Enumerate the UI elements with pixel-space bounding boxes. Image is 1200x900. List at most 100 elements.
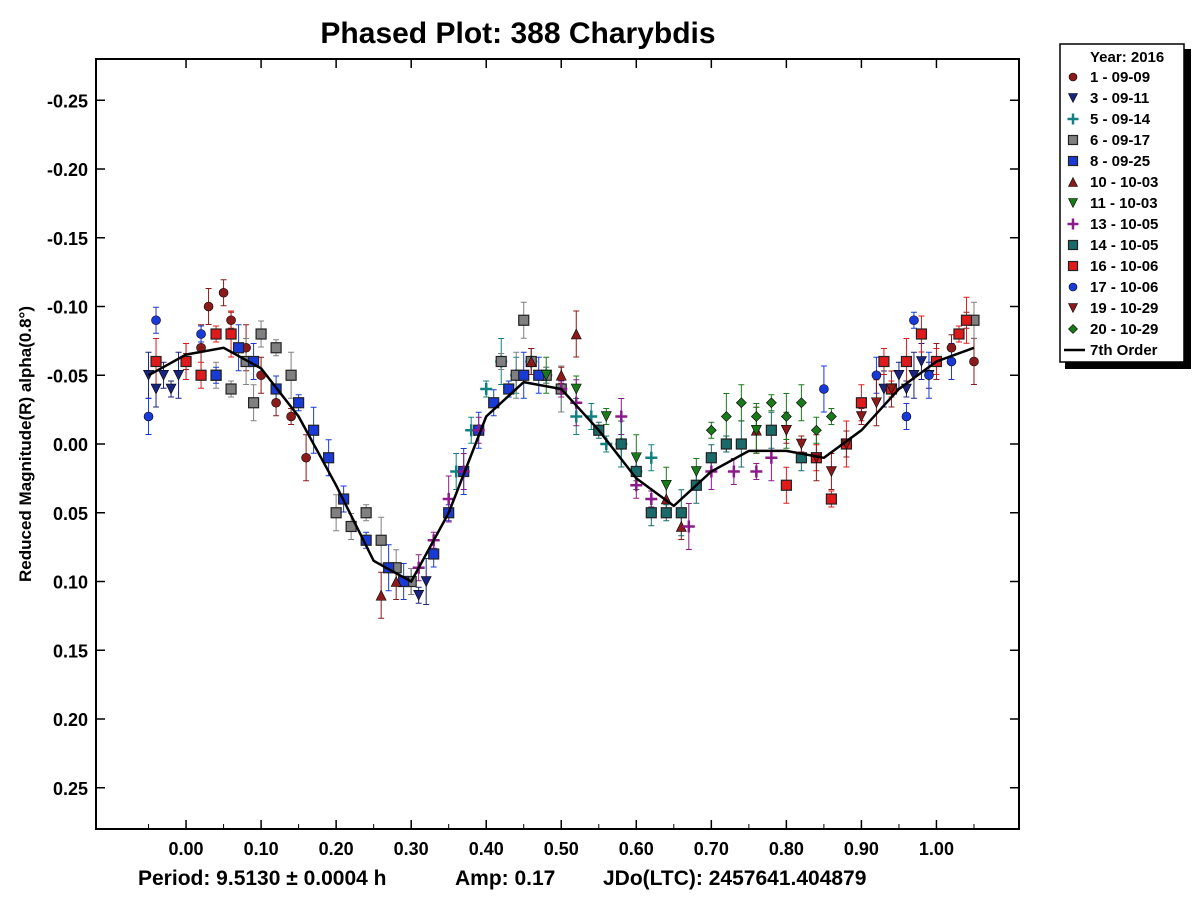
data-point (720, 411, 732, 422)
data-point (1068, 72, 1078, 82)
legend-entry: 19 - 10-29 (1090, 300, 1158, 317)
data-point (720, 438, 732, 450)
data-point (909, 315, 919, 326)
data-point (323, 452, 335, 464)
data-point (645, 451, 658, 464)
data-point (690, 466, 702, 478)
data-point (765, 397, 777, 409)
x-tick-label: 0.30 (394, 839, 429, 859)
footer-amp: Amp: 0.17 (455, 867, 555, 890)
data-point (878, 355, 890, 368)
data-point (893, 369, 905, 381)
data-point (518, 314, 530, 326)
legend-entry: 8 - 09-25 (1090, 153, 1150, 170)
data-point (158, 369, 170, 381)
data-point (915, 356, 927, 368)
data-point (428, 548, 440, 560)
data-point (682, 520, 695, 533)
data-point (390, 575, 402, 587)
data-point (960, 314, 973, 326)
data-point (1067, 113, 1079, 125)
data-point (480, 383, 493, 395)
data-point (375, 589, 387, 601)
data-point (705, 452, 717, 464)
data-point (203, 301, 214, 312)
data-point (570, 328, 582, 340)
x-tick-label: 0.00 (169, 839, 204, 859)
data-point (150, 355, 162, 368)
data-point (503, 383, 515, 395)
data-point (180, 355, 192, 368)
footer-period: Period: 9.5130 ± 0.0004 h (138, 867, 387, 890)
data-point (413, 589, 425, 601)
data-point (900, 355, 913, 368)
y-tick-label: 0.15 (53, 641, 88, 661)
data-point (173, 369, 185, 381)
data-point (765, 451, 778, 464)
data-point (901, 411, 912, 422)
x-tick-label: 0.90 (844, 839, 879, 859)
data-point (660, 507, 672, 519)
data-point (1068, 93, 1078, 104)
data-point (630, 479, 643, 492)
data-point (780, 479, 792, 491)
x-tick-label: 0.60 (619, 839, 654, 859)
data-point (555, 369, 567, 381)
data-point (1067, 218, 1079, 230)
data-point (765, 424, 777, 436)
data-point (165, 383, 177, 395)
data-point (645, 507, 657, 519)
x-tick-label: 0.70 (694, 839, 729, 859)
data-point (825, 466, 837, 478)
data-point (570, 383, 582, 395)
data-point (870, 397, 882, 409)
data-point (819, 384, 829, 394)
data-point (735, 438, 747, 450)
y-tick-label: -0.25 (47, 91, 88, 111)
data-point (1068, 324, 1078, 334)
x-tick-label: 0.80 (769, 839, 804, 859)
data-point (1067, 239, 1079, 251)
y-tick-label: 0.25 (53, 779, 88, 799)
chart-title: Phased Plot: 388 Charybdis (320, 17, 715, 50)
legend: Year: 2016 1 - 09-09 3 - 09-11 5 - 09-14 6 … (1059, 43, 1191, 369)
data-point (675, 507, 687, 519)
legend-entry: 13 - 10-05 (1090, 216, 1158, 233)
y-axis: -0.25 -0.20 -0.15 -0.10 -0.05 0.00 0.05 0.10 0.1… (47, 91, 1019, 799)
data-point (810, 424, 822, 436)
x-axis: 0.00 0.10 0.20 0.30 0.40 0.50 0.60 0.70 0.80 0.90… (148, 59, 975, 859)
y-tick-label: -0.20 (47, 160, 88, 180)
x-tick-label: 1.00 (919, 839, 954, 859)
data-point (247, 397, 260, 409)
fit-line (147, 346, 975, 584)
data-point (420, 576, 432, 588)
data-point (855, 411, 867, 423)
data-point (570, 410, 583, 423)
data-point (210, 369, 222, 381)
data-point (1068, 282, 1078, 292)
legend-box (1059, 43, 1185, 363)
legend-entry: 7th Order (1090, 342, 1158, 359)
data-point (232, 342, 245, 354)
data-point (750, 424, 762, 436)
data-point (969, 356, 979, 367)
data-point (226, 315, 236, 326)
data-point (871, 370, 882, 381)
data-point (525, 355, 537, 367)
data-point (924, 370, 934, 381)
data-point (953, 328, 965, 340)
data-point (825, 493, 837, 505)
data-point (915, 328, 928, 340)
y-tick-label: 0.10 (53, 573, 88, 593)
data-point (780, 424, 792, 436)
data-point (615, 438, 627, 450)
data-point (1068, 303, 1078, 314)
legend-entry: 6 - 09-17 (1090, 132, 1150, 149)
y-tick-label: -0.05 (47, 366, 88, 386)
data-point (1067, 134, 1079, 146)
data-point (271, 397, 281, 408)
x-tick-label: 0.50 (544, 839, 579, 859)
data-point (795, 397, 807, 409)
data-point (727, 465, 740, 478)
data-point (780, 411, 792, 422)
